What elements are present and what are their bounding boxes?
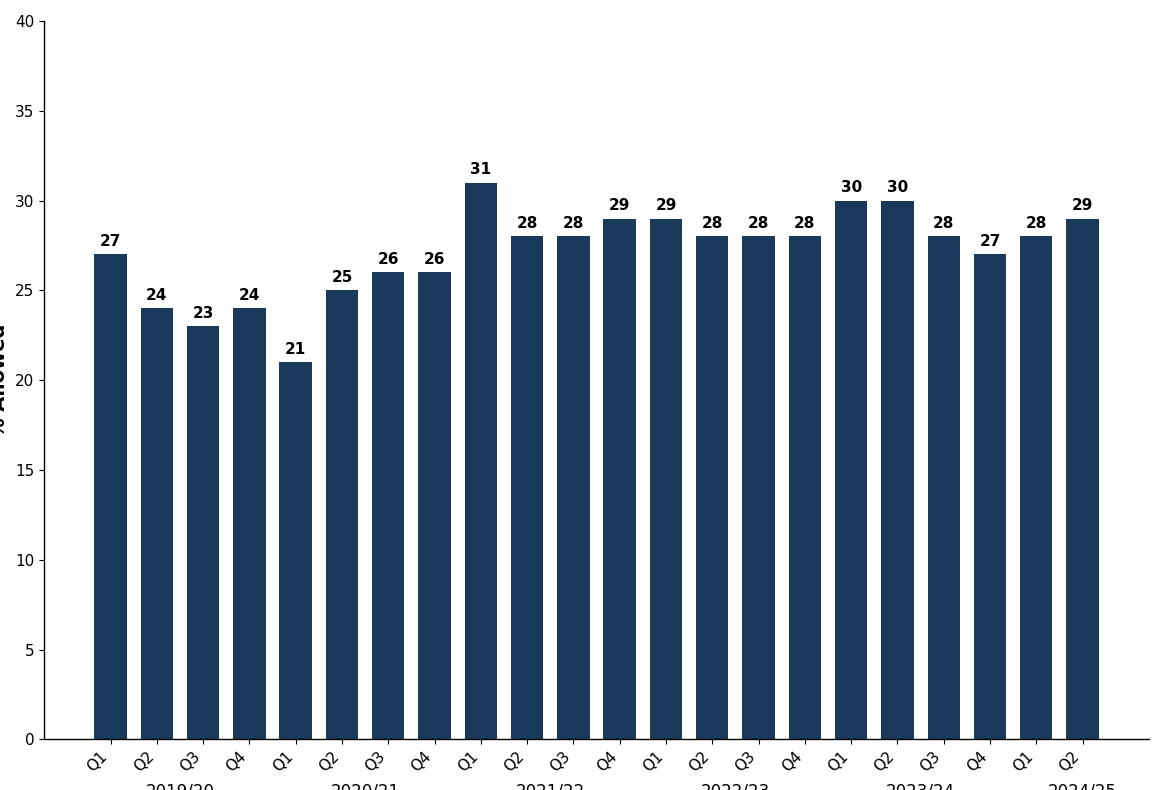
- Bar: [141, 308, 173, 739]
- Text: 2019/20: 2019/20: [146, 783, 214, 790]
- Text: 28: 28: [1025, 216, 1046, 231]
- Text: 30: 30: [887, 180, 908, 195]
- Text: 2022/23: 2022/23: [701, 783, 771, 790]
- Bar: [511, 236, 544, 739]
- Bar: [928, 236, 960, 739]
- Bar: [603, 219, 636, 739]
- Bar: [974, 254, 1006, 739]
- Bar: [279, 362, 312, 739]
- Text: 21: 21: [285, 342, 306, 357]
- Text: 2020/21: 2020/21: [331, 783, 399, 790]
- Bar: [94, 254, 127, 739]
- Text: 31: 31: [470, 162, 491, 177]
- Text: 28: 28: [517, 216, 538, 231]
- Bar: [372, 273, 404, 739]
- Bar: [789, 236, 821, 739]
- Bar: [418, 273, 450, 739]
- Text: 2023/24: 2023/24: [886, 783, 956, 790]
- Bar: [187, 326, 219, 739]
- Text: 24: 24: [147, 288, 168, 303]
- Text: 29: 29: [609, 198, 631, 213]
- Bar: [1066, 219, 1099, 739]
- Bar: [464, 182, 497, 739]
- Text: 28: 28: [702, 216, 723, 231]
- Bar: [558, 236, 590, 739]
- Bar: [696, 236, 729, 739]
- Y-axis label: % Allowed: % Allowed: [0, 323, 9, 437]
- Bar: [743, 236, 775, 739]
- Text: 24: 24: [239, 288, 260, 303]
- Text: 29: 29: [655, 198, 676, 213]
- Text: 26: 26: [424, 252, 446, 267]
- Text: 23: 23: [192, 306, 214, 321]
- Bar: [835, 201, 867, 739]
- Bar: [326, 291, 359, 739]
- Text: 2021/22: 2021/22: [516, 783, 584, 790]
- Text: 30: 30: [840, 180, 861, 195]
- Text: 28: 28: [748, 216, 769, 231]
- Text: 27: 27: [979, 234, 1001, 249]
- Text: 26: 26: [377, 252, 399, 267]
- Bar: [233, 308, 265, 739]
- Bar: [650, 219, 682, 739]
- Text: 27: 27: [100, 234, 121, 249]
- Text: 25: 25: [332, 270, 353, 285]
- Text: 28: 28: [562, 216, 584, 231]
- Text: 29: 29: [1072, 198, 1093, 213]
- Bar: [881, 201, 914, 739]
- Text: 28: 28: [794, 216, 816, 231]
- Text: 2024/25: 2024/25: [1048, 783, 1117, 790]
- Bar: [1020, 236, 1052, 739]
- Text: 28: 28: [934, 216, 954, 231]
